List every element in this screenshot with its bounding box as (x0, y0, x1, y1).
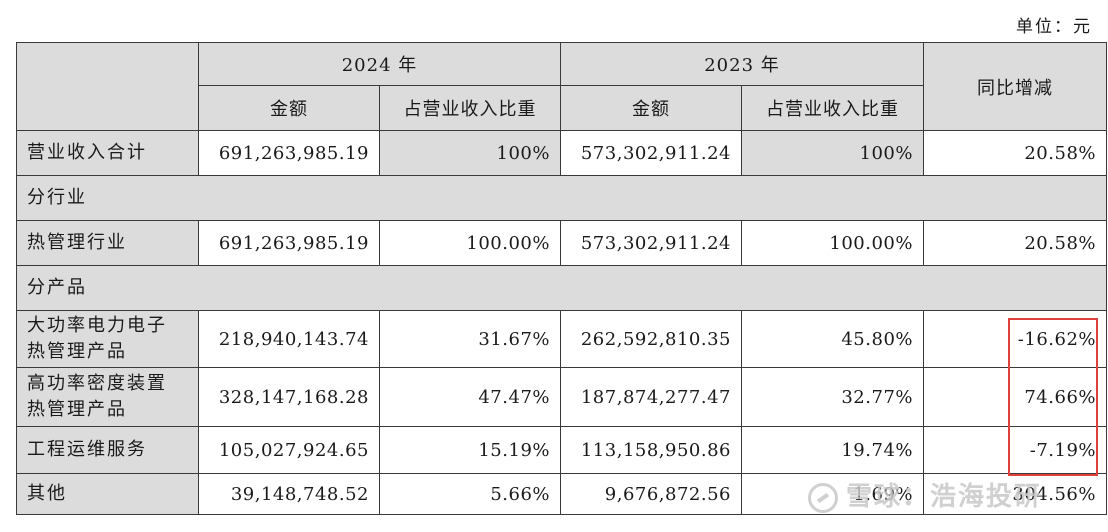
ratio-2024: 100% (379, 130, 561, 176)
amount-2024: 39,148,748.52 (198, 473, 380, 515)
header-blank (16, 42, 199, 131)
ratio-2023: 45.80% (741, 310, 924, 368)
ratio-2024: 5.66% (379, 473, 561, 515)
ratio-2024: 100.00% (379, 220, 561, 266)
snowball-logo-icon (808, 482, 838, 513)
amount-2024: 105,027,924.65 (198, 426, 380, 474)
table-row: 高功率密度装置 热管理产品 328,147,168.28 47.47% 187,8… (16, 367, 1107, 427)
header-ratio-2023: 占营业收入比重 (741, 85, 924, 131)
amount-2023: 113,158,950.86 (560, 426, 742, 474)
ratio-2023: 100.00% (741, 220, 924, 266)
watermark: 雪球：浩海投研 (808, 476, 1042, 513)
amount-2023: 573,302,911.24 (560, 130, 742, 176)
ratio-2024: 47.47% (379, 367, 561, 427)
row-label: 其他 (16, 473, 199, 515)
unit-label: 单位：元 (1016, 17, 1092, 37)
ratio-2023: 100% (741, 130, 924, 176)
amount-2024: 691,263,985.19 (198, 130, 380, 176)
amount-2024: 691,263,985.19 (198, 220, 380, 266)
table-row: 热管理行业 691,263,985.19 100.00% 573,302,911… (16, 220, 1107, 266)
yoy-change: -7.19% (923, 426, 1107, 474)
row-label: 高功率密度装置 热管理产品 (16, 367, 199, 427)
header-yoy: 同比增减 (923, 42, 1107, 131)
revenue-table: 2024 年 2023 年 同比增减 金额 占营业收入比重 金额 占营业收入比重… (16, 42, 1107, 515)
row-label-line1: 高功率密度装置 (27, 373, 167, 394)
yoy-change: 74.66% (923, 367, 1107, 427)
header-year-2024: 2024 年 (198, 42, 561, 86)
yoy-change: -16.62% (923, 310, 1107, 368)
ratio-2024: 31.67% (379, 310, 561, 368)
amount-2024: 328,147,168.28 (198, 367, 380, 427)
section-label-product: 分产品 (16, 265, 1107, 311)
row-label-line1: 大功率电力电子 (27, 315, 167, 336)
header-year-2023: 2023 年 (560, 42, 924, 86)
section-label-industry: 分行业 (16, 175, 1107, 221)
yoy-change: 20.58% (923, 130, 1107, 176)
section-row: 分行业 (16, 175, 1107, 221)
header-ratio-2024: 占营业收入比重 (379, 85, 561, 131)
row-label: 热管理行业 (16, 220, 199, 266)
row-label: 工程运维服务 (16, 426, 199, 474)
row-label-line2: 热管理产品 (27, 399, 127, 420)
yoy-change: 304.56% (923, 473, 1107, 515)
amount-2023: 573,302,911.24 (560, 220, 742, 266)
section-row: 分产品 (16, 265, 1107, 311)
ratio-2024: 15.19% (379, 426, 561, 474)
amount-2023: 262,592,810.35 (560, 310, 742, 368)
ratio-2023: 32.77% (741, 367, 924, 427)
table-row: 大功率电力电子 热管理产品 218,940,143.74 31.67% 262,5… (16, 310, 1107, 368)
yoy-change: 20.58% (923, 220, 1107, 266)
amount-2024: 218,940,143.74 (198, 310, 380, 368)
amount-2023: 187,874,277.47 (560, 367, 742, 427)
watermark-text: 雪球：浩海投研 (846, 482, 1043, 512)
amount-2023: 9,676,872.56 (560, 473, 742, 515)
table-row: 工程运维服务 105,027,924.65 15.19% 113,158,950… (16, 426, 1107, 474)
row-label: 大功率电力电子 热管理产品 (16, 310, 199, 368)
row-label-line2: 热管理产品 (27, 341, 127, 362)
header-amount-2024: 金额 (198, 85, 380, 131)
table-row: 营业收入合计 691,263,985.19 100% 573,302,911.2… (16, 130, 1107, 176)
header-amount-2023: 金额 (560, 85, 742, 131)
table-row: 其他 39,148,748.52 5.66% 9,676,872.56 1.69… (16, 473, 1107, 515)
row-label: 营业收入合计 (16, 130, 199, 176)
ratio-2023: 19.74% (741, 426, 924, 474)
